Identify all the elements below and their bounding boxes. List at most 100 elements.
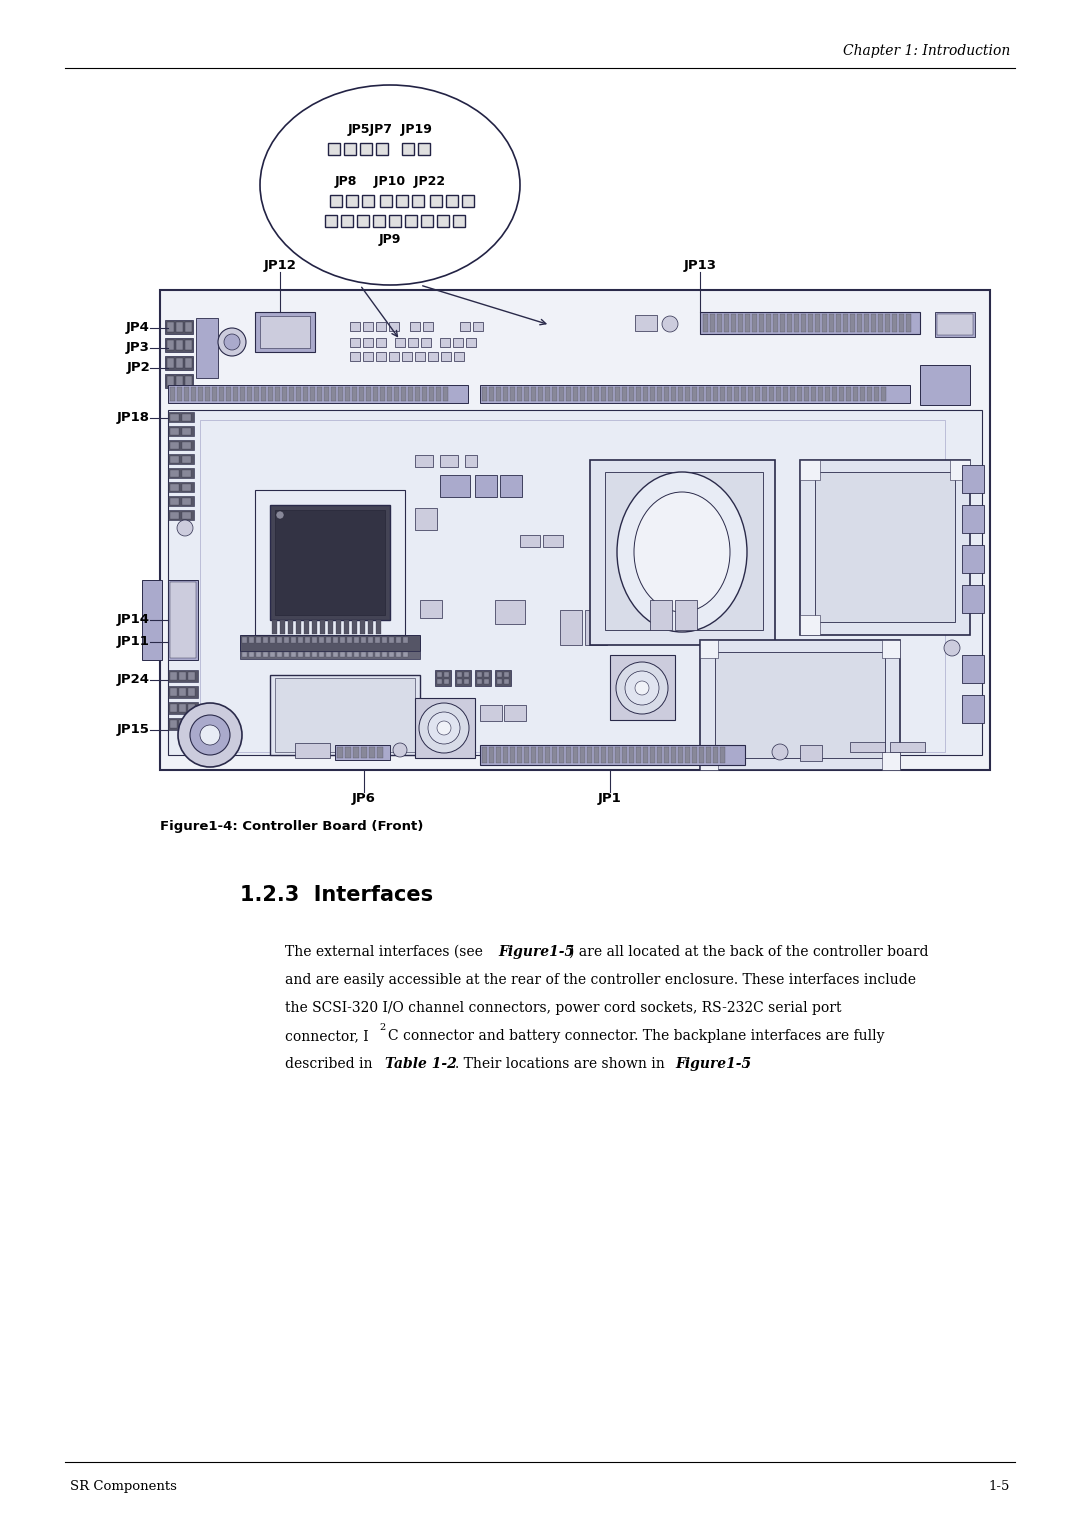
Bar — [671, 747, 676, 762]
Bar — [800, 460, 970, 636]
Bar — [454, 351, 464, 361]
Bar — [168, 468, 194, 478]
Bar — [962, 504, 984, 533]
Bar — [411, 196, 424, 206]
Bar — [363, 351, 373, 361]
Bar — [396, 637, 401, 643]
Bar — [950, 460, 970, 480]
Bar — [336, 620, 341, 634]
Bar — [437, 215, 449, 228]
Text: Figure1-5: Figure1-5 — [675, 1057, 751, 1071]
Bar — [804, 387, 809, 400]
Bar — [473, 322, 483, 332]
Bar — [291, 637, 296, 643]
Bar — [496, 387, 501, 400]
Bar — [713, 747, 718, 762]
Bar — [346, 196, 357, 206]
Ellipse shape — [617, 472, 747, 633]
Bar — [815, 472, 955, 622]
Bar — [318, 387, 322, 400]
Bar — [892, 313, 897, 332]
Bar — [188, 672, 195, 680]
Bar — [437, 678, 442, 685]
Bar — [759, 313, 764, 332]
Circle shape — [772, 744, 788, 759]
Bar — [724, 313, 729, 332]
Bar — [401, 387, 406, 400]
Bar — [184, 387, 189, 400]
Bar — [389, 215, 401, 228]
Bar — [295, 743, 330, 758]
Bar — [885, 313, 890, 332]
Bar — [282, 387, 287, 400]
Bar — [176, 376, 183, 387]
Bar — [389, 322, 399, 332]
Bar — [769, 387, 774, 400]
Bar — [170, 387, 175, 400]
Bar — [345, 144, 356, 154]
Bar — [777, 387, 781, 400]
Circle shape — [276, 510, 284, 520]
Circle shape — [662, 316, 678, 332]
Bar — [368, 652, 373, 657]
Bar — [559, 387, 564, 400]
Bar — [170, 442, 179, 449]
Bar — [752, 313, 757, 332]
Bar — [354, 637, 359, 643]
Bar — [387, 387, 392, 400]
Bar — [429, 387, 434, 400]
Bar — [376, 322, 386, 332]
Text: JP18: JP18 — [117, 411, 150, 425]
Bar — [359, 387, 364, 400]
Bar — [706, 387, 711, 400]
Bar — [706, 747, 711, 762]
Bar — [325, 215, 337, 228]
Text: JP6: JP6 — [352, 792, 376, 805]
Bar — [685, 387, 690, 400]
Bar — [864, 313, 869, 332]
Bar — [446, 196, 458, 206]
Bar — [170, 672, 177, 680]
Bar — [179, 688, 186, 695]
Bar — [357, 215, 369, 228]
Bar — [176, 358, 183, 368]
Bar — [608, 747, 613, 762]
Bar — [822, 313, 827, 332]
Circle shape — [635, 681, 649, 695]
Text: JP24: JP24 — [117, 674, 150, 686]
Circle shape — [428, 712, 460, 744]
Bar — [801, 313, 806, 332]
Bar — [829, 313, 834, 332]
Bar — [226, 387, 231, 400]
Bar — [212, 387, 217, 400]
Bar — [183, 428, 191, 435]
Bar — [408, 338, 418, 347]
Bar — [531, 747, 536, 762]
Bar — [675, 601, 697, 630]
Bar — [503, 387, 508, 400]
Bar — [328, 620, 333, 634]
Bar — [495, 669, 511, 686]
Bar — [368, 620, 373, 634]
Bar — [170, 720, 177, 727]
Bar — [825, 387, 831, 400]
Bar — [362, 196, 374, 206]
Bar — [738, 313, 743, 332]
Bar — [312, 620, 318, 634]
Bar — [330, 196, 342, 206]
Bar — [247, 387, 252, 400]
Text: ) are all located at the back of the controller board: ) are all located at the back of the con… — [569, 944, 929, 960]
Bar — [453, 215, 465, 228]
Bar — [846, 387, 851, 400]
Bar — [198, 387, 203, 400]
Bar — [165, 356, 193, 370]
Bar — [762, 387, 767, 400]
Bar — [664, 387, 669, 400]
Bar — [477, 678, 482, 685]
Circle shape — [178, 703, 242, 767]
Bar — [460, 322, 470, 332]
Bar — [291, 652, 296, 657]
Bar — [615, 747, 620, 762]
Bar — [260, 316, 310, 348]
Bar — [352, 387, 357, 400]
